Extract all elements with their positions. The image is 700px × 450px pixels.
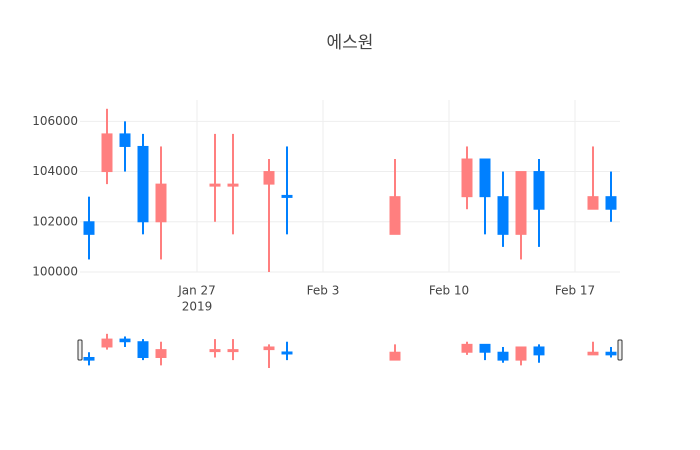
candle-body xyxy=(281,351,293,355)
y-tick-label: 102000 xyxy=(32,214,78,228)
candle-body xyxy=(119,338,131,343)
x-tick-label: Feb 3 xyxy=(307,284,340,298)
y-tick-label: 104000 xyxy=(32,164,78,178)
candle-body xyxy=(515,171,527,235)
candle-body xyxy=(83,221,95,235)
candle-body xyxy=(461,343,473,353)
candle-body xyxy=(263,171,275,185)
range-handle xyxy=(77,339,83,361)
candle-body xyxy=(227,183,239,187)
y-tick-label: 100000 xyxy=(32,265,78,279)
y-tick-label: 106000 xyxy=(32,114,78,128)
x-tick-label: Jan 27 xyxy=(177,284,216,298)
candle-body xyxy=(587,351,599,356)
candle-body xyxy=(497,196,509,235)
candle-body xyxy=(497,351,509,361)
candle-body xyxy=(389,196,401,235)
candle-body xyxy=(209,349,221,353)
candle-body xyxy=(533,346,545,356)
candle-body xyxy=(227,349,239,353)
candle-body xyxy=(515,346,527,361)
candle-body xyxy=(137,145,149,223)
range-handle xyxy=(617,339,623,361)
candle-body xyxy=(209,183,221,187)
candle-body xyxy=(587,196,599,210)
candle-body xyxy=(101,338,113,348)
candle-body xyxy=(263,346,275,351)
candle-body xyxy=(83,356,95,361)
chart-title: 에스원 xyxy=(327,33,374,53)
candle-body xyxy=(461,158,473,198)
candle-body xyxy=(605,351,617,356)
candle-body xyxy=(119,133,131,147)
candle-body xyxy=(389,351,401,361)
candle-body xyxy=(101,133,113,173)
x-tick-label: Feb 17 xyxy=(555,284,595,298)
candle-body xyxy=(137,341,149,358)
candle-body xyxy=(479,343,491,353)
x-tick-label: Feb 10 xyxy=(429,284,469,298)
candle-body xyxy=(605,196,617,210)
candle-body xyxy=(281,194,293,198)
candle-body xyxy=(533,171,545,210)
candle-body xyxy=(155,349,167,358)
candle-body xyxy=(479,158,491,198)
candle-body xyxy=(155,183,167,223)
x-tick-year: 2019 xyxy=(182,300,213,314)
